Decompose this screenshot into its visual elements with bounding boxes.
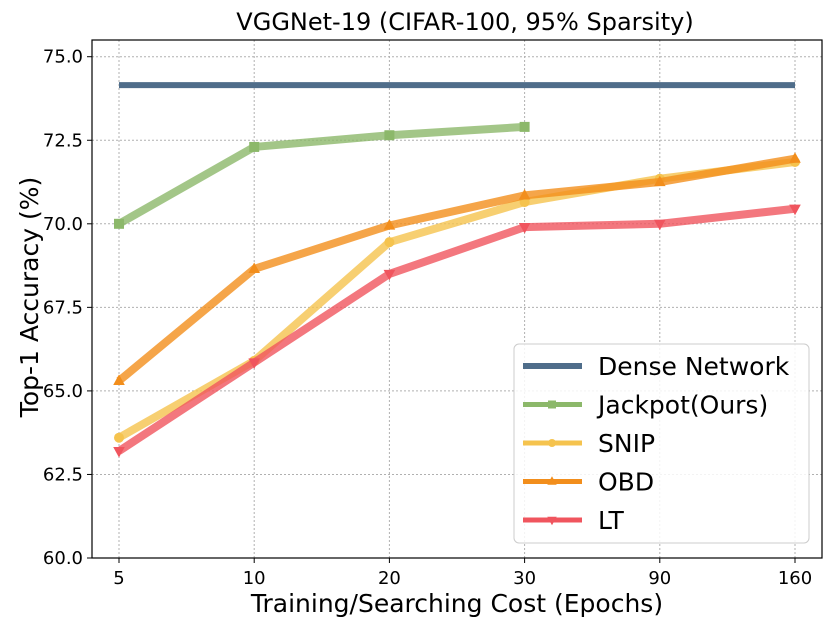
data-point-jackpot-ours [249,141,260,152]
series-layer [113,82,801,458]
legend-item-snip: SNIP [523,429,655,458]
chart-title: VGGNet-19 (CIFAR-100, 95% Sparsity) [236,8,693,36]
data-point-obd [248,262,260,274]
data-point-lt [248,358,260,369]
legend-marker [548,439,556,447]
data-point-obd [383,219,396,230]
data-point-obd [518,188,531,200]
data-point-lt [113,446,125,458]
series-line-obd [116,154,796,384]
x-tick-label: 20 [378,568,401,589]
legend-marker [547,516,557,526]
y-axis-label: Top-1 Accuracy (%) [15,177,44,418]
y-tick-label: 65.0 [43,381,83,402]
x-axis-ticks: 5 10 20 30 90 160 [113,558,812,589]
data-point-lt [789,204,801,216]
legend: Dense Network Jackpot(Ours) SNIP OBD LT [513,343,810,544]
x-tick-label: 5 [113,568,124,589]
y-tick-label: 75.0 [43,47,83,68]
x-tick-label: 30 [513,568,536,589]
series-lt [113,204,801,458]
data-point-snip [114,432,124,443]
y-tick-label: 72.5 [43,130,83,151]
series-jackpot-ours [114,121,530,229]
legend-label: LT [598,506,624,535]
legend-label: Dense Network [598,352,790,381]
legend-item-lt: LT [523,506,624,535]
data-point-snip [384,237,395,248]
data-point-jackpot-ours [384,130,395,141]
legend-label: SNIP [598,429,655,458]
data-point-obd [113,374,125,385]
legend-item-jackpot-ours: Jackpot(Ours) [523,391,768,420]
x-tick-label: 90 [648,568,671,589]
data-point-obd [654,175,666,187]
data-point-jackpot-ours [519,121,530,132]
legend-marker [547,476,557,485]
series-line-lt [116,204,796,455]
x-tick-label: 160 [778,568,812,589]
y-axis-ticks: 60.0 62.5 65.0 67.5 70.0 72.5 75.0 [43,47,92,569]
y-tick-label: 70.0 [43,214,83,235]
data-point-lt [654,219,666,231]
legend-label: OBD [598,468,654,497]
series-line-jackpot-ours [117,122,525,228]
data-point-lt [518,223,531,234]
y-tick-label: 60.0 [43,548,83,569]
data-point-jackpot-ours [114,218,124,229]
legend-box [513,343,810,544]
y-tick-label: 67.5 [43,297,83,318]
x-tick-label: 10 [243,568,266,589]
data-point-obd [789,152,801,163]
data-point-lt [383,269,396,281]
series-obd [113,152,801,385]
x-axis-label: Training/Searching Cost (Epochs) [250,589,663,618]
legend-item-obd: OBD [523,468,654,497]
legend-marker [548,400,556,409]
y-tick-label: 62.5 [43,464,83,485]
legend-item-dense-network: Dense Network [523,352,790,381]
plot-frame [91,39,823,559]
legend-label: Jackpot(Ours) [596,391,768,420]
